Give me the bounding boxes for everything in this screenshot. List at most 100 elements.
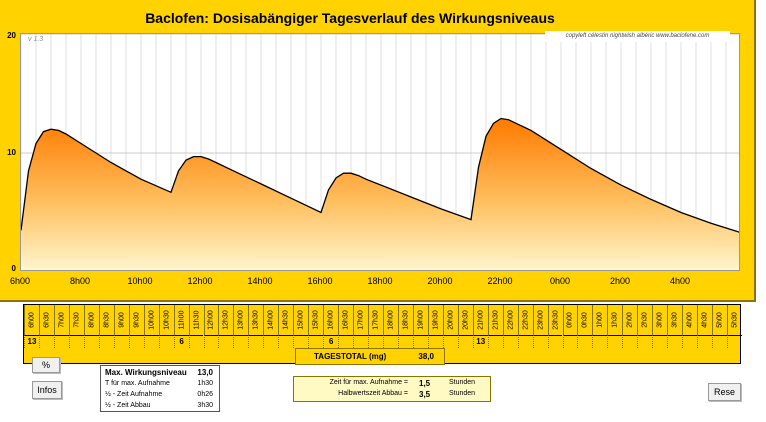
schedule-time-cell: 4h00 (682, 305, 697, 335)
schedule-dose-cell[interactable] (353, 335, 369, 348)
schedule-time-cell: 8h30 (98, 305, 114, 335)
schedule-time-cell: 12h30 (218, 305, 233, 335)
schedule-time-cell: 0h30 (577, 305, 592, 335)
infos-button[interactable]: Infos (32, 381, 62, 399)
schedule-time-cell: 23h30 (547, 305, 563, 335)
total-label: TAGESTOTAL (mg) (314, 352, 387, 361)
x-tick-label: 4h00 (669, 276, 691, 286)
schedule-time-cell: 15h00 (293, 305, 308, 335)
schedule-dose-cell[interactable] (143, 335, 159, 348)
schedule-dose-cell[interactable] (652, 335, 668, 348)
schedule-time-cell: 3h30 (667, 305, 682, 335)
schedule-dose-cell[interactable] (113, 335, 129, 348)
schedule-dose-cell[interactable] (248, 335, 264, 348)
schedule-dose-cell[interactable] (83, 335, 99, 348)
x-tick-label: 12h00 (187, 276, 213, 286)
schedule-time-cell: 1h30 (607, 305, 622, 335)
schedule-dose-cell[interactable] (727, 335, 742, 348)
schedule-dose-cell[interactable] (682, 335, 698, 348)
daily-total: TAGESTOTAL (mg) 38,0 (295, 348, 445, 365)
version-label: v 1.3 (28, 36, 44, 43)
schedule-time-cell: 10h30 (158, 305, 174, 335)
schedule-time-cell: 21h30 (487, 305, 503, 335)
schedule-time-cell: 23h00 (532, 305, 548, 335)
x-tick-label: 10h00 (127, 276, 153, 286)
max-row-value: 1h30 (197, 380, 213, 387)
schedule-dose-cell[interactable] (667, 335, 683, 348)
schedule-time-cell: 5h30 (727, 305, 742, 335)
schedule-dose-cell[interactable] (592, 335, 608, 348)
param-value[interactable]: 3,5 (419, 390, 431, 399)
schedule-dose-cell[interactable] (487, 335, 503, 348)
schedule-time-cell: 22h30 (517, 305, 533, 335)
schedule-time-cell: 11h00 (173, 305, 189, 335)
max-row-value: 3h30 (197, 402, 213, 409)
chart-svg (21, 34, 739, 270)
param-value[interactable]: 1,5 (419, 379, 431, 388)
y-tick-label: 0 (11, 264, 16, 273)
percent-button[interactable]: % (32, 357, 60, 373)
x-tick-label: 20h00 (427, 276, 453, 286)
schedule-dose-cell[interactable] (38, 335, 54, 348)
schedule-dose-cell[interactable] (233, 335, 249, 348)
schedule-dose-cell[interactable] (218, 335, 234, 348)
schedule-time-cell: 11h30 (188, 305, 204, 335)
schedule-dose-cell[interactable] (188, 335, 204, 348)
schedule-dose-cell[interactable]: 13 (24, 335, 39, 348)
params-box: Zeit für max. Aufnahme = 1,5 Stunden Hal… (293, 376, 491, 402)
schedule-dose-cell[interactable] (338, 335, 354, 348)
schedule-dose-cell[interactable] (412, 335, 428, 348)
schedule-dose-cell[interactable] (622, 335, 638, 348)
max-level-title: Max. Wirkungsniveau (105, 368, 187, 377)
schedule-dose-cell[interactable] (293, 335, 309, 348)
level-line (21, 117, 739, 233)
x-tick-label: 0h00 (549, 276, 571, 286)
schedule-dose-cell[interactable] (128, 335, 144, 348)
schedule-dose-cell[interactable] (68, 335, 84, 348)
schedule-dose-cell[interactable] (278, 335, 294, 348)
schedule-dose-cell[interactable] (637, 335, 653, 348)
schedule-time-cell: 17h30 (368, 305, 383, 335)
schedule-dose-cell[interactable] (263, 335, 279, 348)
schedule-dose-cell[interactable] (53, 335, 69, 348)
schedule-time-cell: 7h00 (53, 305, 69, 335)
max-row-label: ½ - Zeit Aufnahme (105, 391, 163, 398)
schedule-dose-cell[interactable] (203, 335, 219, 348)
schedule-dose-cell[interactable] (712, 335, 728, 348)
schedule-time-cell: 20h00 (442, 305, 458, 335)
schedule-dose-cell[interactable]: 13 (472, 335, 488, 348)
schedule-time-cell: 9h00 (113, 305, 129, 335)
level-area (21, 118, 739, 270)
schedule-dose-cell[interactable] (368, 335, 383, 348)
schedule-dose-cell[interactable]: 6 (323, 335, 339, 348)
schedule-dose-cell[interactable]: 6 (173, 335, 189, 348)
x-tick-label: 8h00 (69, 276, 91, 286)
schedule-dose-cell[interactable] (427, 335, 443, 348)
x-tick-label: 2h00 (609, 276, 631, 286)
schedule-dose-cell[interactable] (697, 335, 713, 348)
schedule-dose-cell[interactable] (577, 335, 593, 348)
schedule-time-cell: 0h00 (562, 305, 578, 335)
reset-button[interactable]: Rese (708, 383, 741, 401)
schedule-time-cell: 13h00 (233, 305, 248, 335)
schedule-dose-cell[interactable] (442, 335, 458, 348)
schedule-time-cell: 16h30 (338, 305, 353, 335)
schedule-dose-cell[interactable] (517, 335, 533, 348)
schedule-dose-cell[interactable] (457, 335, 473, 348)
schedule-time-cell: 14h00 (263, 305, 278, 335)
schedule-time-cell: 19h30 (427, 305, 443, 335)
schedule-dose-cell[interactable] (547, 335, 563, 348)
schedule-dose-cell[interactable] (397, 335, 413, 348)
schedule-dose-cell[interactable] (607, 335, 623, 348)
schedule-time-cell: 6h30 (38, 305, 54, 335)
schedule-dose-cell[interactable] (383, 335, 398, 348)
schedule-time-cell: 2h00 (622, 305, 637, 335)
schedule-dose-cell[interactable] (98, 335, 114, 348)
schedule-dose-cell[interactable] (502, 335, 518, 348)
schedule-dose-cell[interactable] (308, 335, 324, 348)
schedule-dose-cell[interactable] (562, 335, 578, 348)
schedule-dose-cell[interactable] (532, 335, 548, 348)
plot-area (20, 33, 740, 271)
schedule-time-cell: 18h30 (397, 305, 413, 335)
schedule-dose-cell[interactable] (158, 335, 174, 348)
